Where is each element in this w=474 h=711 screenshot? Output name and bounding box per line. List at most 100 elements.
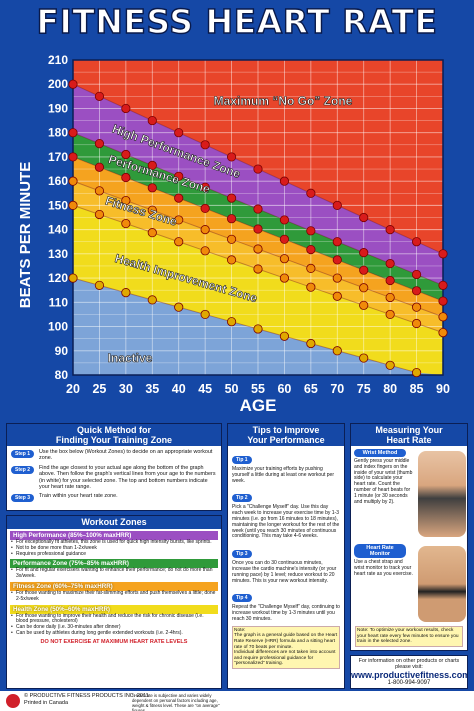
data-point [121,172,131,183]
heart-rate-monitor-text: Use a chest strap and wrist monitor to t… [354,559,413,577]
workout-zone-line: Requires professional guidance [11,551,217,558]
data-point [359,283,369,293]
data-point [306,282,316,292]
data-point [94,91,105,101]
data-point [147,183,157,193]
workout-zone-line: For fit and regular exercisers wanting t… [11,568,217,580]
data-point [174,237,184,247]
quick-step: Step 3 Train within your heart rate zone. [11,493,217,503]
workout-zone-line: Can be used by athletes during long gent… [11,630,217,637]
y-tick-label: 130 [48,247,68,261]
data-point [174,302,184,312]
y-tick-label: 140 [48,223,68,237]
x-tick-label: 35 [145,382,159,396]
wrist-photo-icon [418,451,466,537]
workout-zone-line: Not to be done more than 1-2x/week [11,545,217,552]
data-point [94,162,105,172]
data-point [279,176,290,186]
step-text: Find the age closest to your actual age … [39,464,216,491]
tip-item: Tip 3 Once you can do 30 continuous minut… [232,542,340,584]
data-point [411,302,422,312]
data-point [226,152,237,162]
data-point [359,353,369,363]
step-text: Use the box below (Workout Zones) to dec… [39,449,213,462]
data-point [332,200,342,210]
data-point [411,318,422,329]
data-point [385,225,395,235]
data-point [226,234,237,244]
data-point [200,309,210,320]
tip-text: Repeat the "Challenge Myself" day, conti… [232,604,340,622]
measuring-panel: Measuring Your Heart Rate Wrist Method G… [350,423,468,651]
x-tick-label: 55 [251,382,265,396]
data-point [279,273,290,283]
contact-text: For information on other products or cha… [358,658,460,670]
x-tick-label: 60 [277,382,291,396]
data-point [94,186,105,196]
data-point [147,115,157,126]
disclaimer-text: *Heart rate is subjective and varies wid… [132,693,220,711]
data-point [68,79,78,89]
y-tick-label: 170 [48,150,68,164]
quick-step: Step 2 Find the age closest to your actua… [11,465,217,491]
data-point [121,218,131,229]
data-point [174,193,184,203]
measuring-note: Note: To optimize your workout results, … [355,626,463,647]
quick-step: Step 1 Use the box below (Workout Zones) … [11,449,217,462]
data-point [332,255,342,265]
data-point [121,149,131,160]
y-tick-label: 150 [48,198,68,212]
data-point [253,324,263,334]
data-point [385,258,395,269]
tips-note: Note: The graph is a general guide based… [232,625,340,669]
data-point [226,214,237,224]
tip-item: Tip 1 Maximize your training efforts by p… [232,448,340,484]
tip-tag: Tip 4 [232,594,252,603]
x-tick-label: 65 [304,382,318,396]
data-point [174,128,184,138]
data-point [121,103,131,114]
tip-text: Pick a "Challenge Myself" day. Use this … [232,504,340,540]
tips-list: Tip 1 Maximize your training efforts by p… [228,448,344,623]
data-point [279,215,290,225]
data-point [253,244,263,254]
y-tick-label: 100 [48,320,68,334]
data-point [200,225,210,235]
workout-zone-line: For those wanting to improve their healt… [11,613,217,626]
data-point [253,164,263,174]
x-tick-label: 90 [436,382,450,396]
tip-tag: Tip 1 [232,456,252,464]
website-link[interactable]: www.productivefitness.com [351,670,468,680]
x-tick-label: 40 [172,382,186,396]
data-point [359,212,369,223]
phone-number: 1-800-994-9097 [387,680,431,686]
x-tick-label: 25 [92,382,106,396]
data-point [147,205,157,215]
data-point [306,226,316,236]
x-tick-label: 70 [330,382,344,396]
footer-strip: © PRODUCTIVE FITNESS PRODUCTS INC. 2011 … [0,691,474,711]
y-tick-label: 200 [48,77,68,91]
data-point [332,291,342,301]
data-point [438,327,448,338]
y-tick-label: 80 [55,368,69,382]
y-tick-label: 110 [49,295,69,309]
tip-item: Tip 4 Repeat the "Challenge Myself" day, … [232,586,340,622]
data-point [174,215,184,225]
workout-zones-panel: Workout Zones High Performance (85%–100%… [6,515,222,689]
step-tag: Step 1 [11,450,35,458]
data-point [306,338,316,349]
x-tick-label: 75 [357,382,371,396]
workout-zone-line: For those wanting to maximize their fat-… [11,590,217,603]
workout-zone-bar: Health Zone (50%–60% maxHRR) [10,604,218,614]
zone-label: Maximum “No Go” Zone [214,94,353,108]
y-tick-label: 90 [55,344,69,358]
measuring-title: Measuring Your Heart Rate [351,424,467,446]
data-point [147,228,157,238]
tip-tag: Tip 2 [232,494,252,503]
data-point [253,224,263,234]
x-tick-label: 20 [66,382,80,396]
plot-frame [72,59,444,376]
data-point [147,160,157,171]
data-point [385,309,395,320]
